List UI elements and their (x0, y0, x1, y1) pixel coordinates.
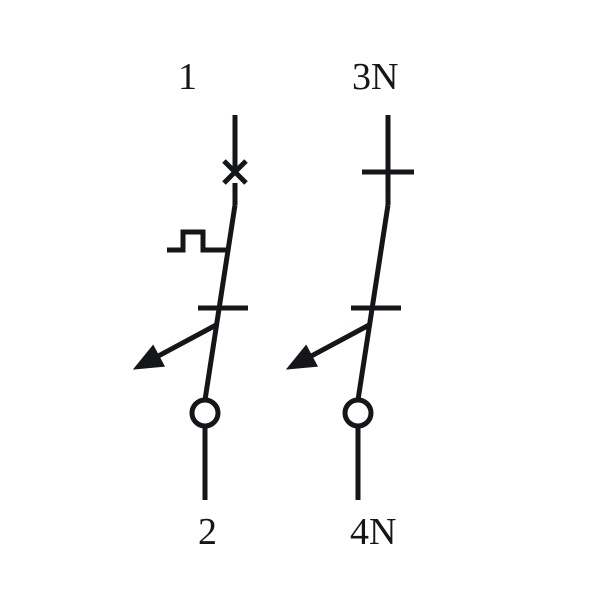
circuit-diagram (0, 0, 600, 600)
terminal-label-1: 1 (178, 55, 197, 99)
terminal-label-2: 2 (198, 510, 217, 554)
terminal-label-4n: 4N (350, 510, 396, 554)
terminal-label-3n: 3N (352, 55, 398, 99)
